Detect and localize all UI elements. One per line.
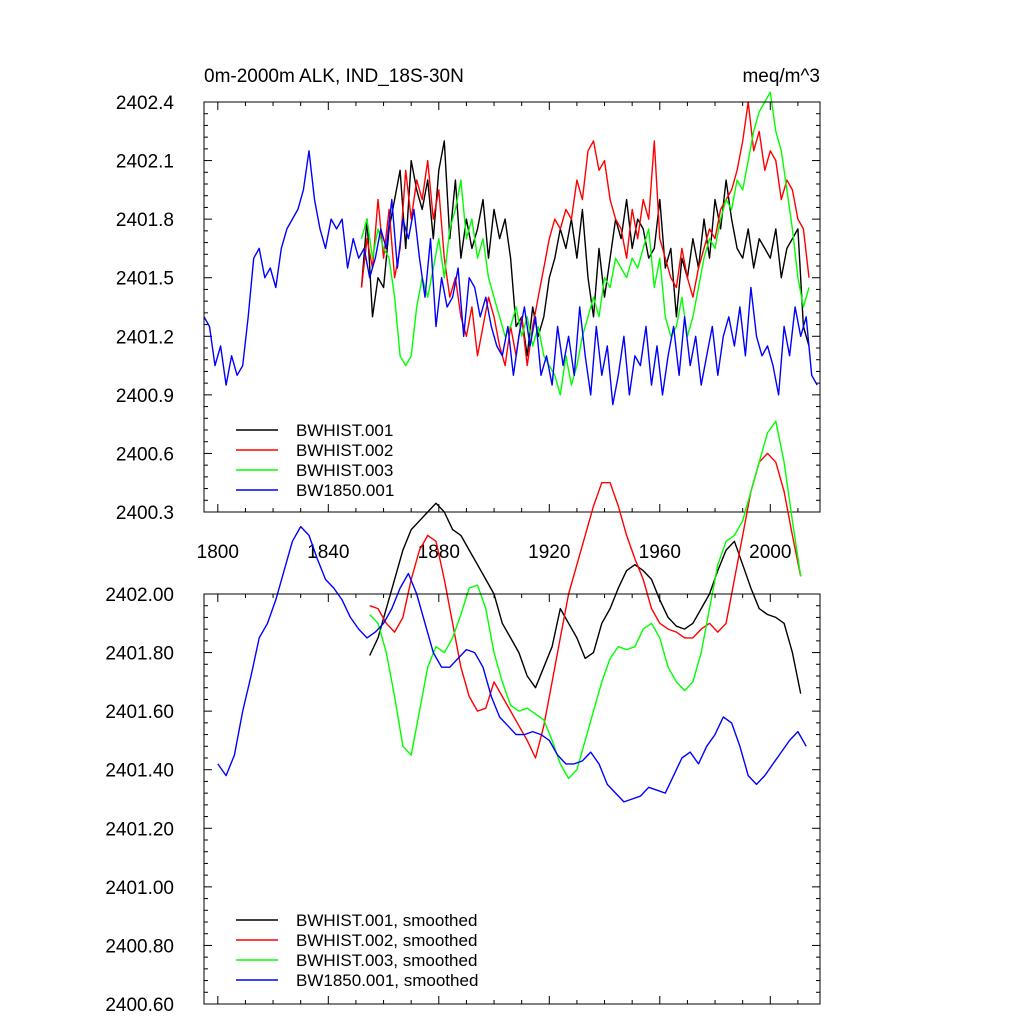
top-chart-title: 0m-2000m ALK, IND_18S-30N (204, 66, 464, 87)
legend-label: BW1850.001, smoothed (296, 971, 478, 990)
legend-label: BWHIST.002 (296, 441, 393, 460)
legend-label: BWHIST.002, smoothed (296, 931, 477, 950)
series-line-bwhist-002 (360, 101, 810, 367)
y-tick-label: 2402.4 (116, 93, 175, 114)
x-tick-label: 1800 (197, 542, 239, 563)
series-line-bwhist-002-smoothed (369, 452, 802, 759)
y-tick-label: 2401.2 (116, 327, 174, 348)
y-tick-label: 2401.80 (105, 644, 174, 665)
legend-label: BWHIST.003, smoothed (296, 951, 477, 970)
y-tick-label: 2401.00 (105, 878, 174, 899)
legend-label: BWHIST.001, smoothed (296, 911, 477, 930)
top-chart-units: meq/m^3 (742, 66, 820, 87)
bottom-chart-frame (203, 593, 821, 1005)
y-tick-label: 2401.8 (116, 210, 174, 231)
y-tick-label: 2400.80 (105, 936, 174, 957)
y-tick-label: 2400.60 (105, 995, 174, 1016)
y-tick-label: 2400.3 (116, 503, 174, 524)
series-line-bwhist-003 (360, 91, 810, 396)
bottom-chart-series (217, 420, 807, 803)
x-tick-label: 1840 (307, 542, 349, 563)
top-chart-frame (203, 101, 821, 513)
bottom-chart: 2400.60 2400.80 2401.00 2401.20 2401.40 2401.… (105, 420, 821, 1016)
x-tick-label: 1960 (639, 542, 681, 563)
y-tick-label: 2402.1 (116, 152, 174, 173)
y-tick-label: 2401.20 (105, 819, 174, 840)
top-chart-series (203, 91, 818, 406)
legend-label: BW1850.001 (296, 481, 394, 500)
series-line-bwhist-003-smoothed (369, 420, 802, 780)
y-tick-label: 2401.5 (116, 269, 174, 290)
y-tick-label: 2402.00 (105, 585, 174, 606)
x-tick-label: 2000 (749, 542, 791, 563)
top-chart: 0m-2000m ALK, IND_18S-30N meq/m^3 2400.3… (116, 66, 821, 563)
legend-label: BWHIST.001 (296, 421, 393, 440)
y-tick-label: 2400.9 (116, 386, 174, 407)
y-tick-label: 2401.40 (105, 761, 174, 782)
y-tick-label: 2401.60 (105, 702, 174, 723)
x-tick-label: 1920 (528, 542, 570, 563)
series-line-bw1850-001 (203, 150, 818, 406)
series-line-bw1850-001-smoothed (217, 525, 807, 803)
legend-label: BWHIST.003 (296, 461, 393, 480)
y-tick-label: 2400.6 (116, 444, 174, 465)
series-line-bwhist-001-smoothed (369, 502, 802, 694)
top-chart-axes: 2400.3 2400.6 2400.9 2401.2 2401.5 2401.8 2402… (116, 93, 820, 563)
